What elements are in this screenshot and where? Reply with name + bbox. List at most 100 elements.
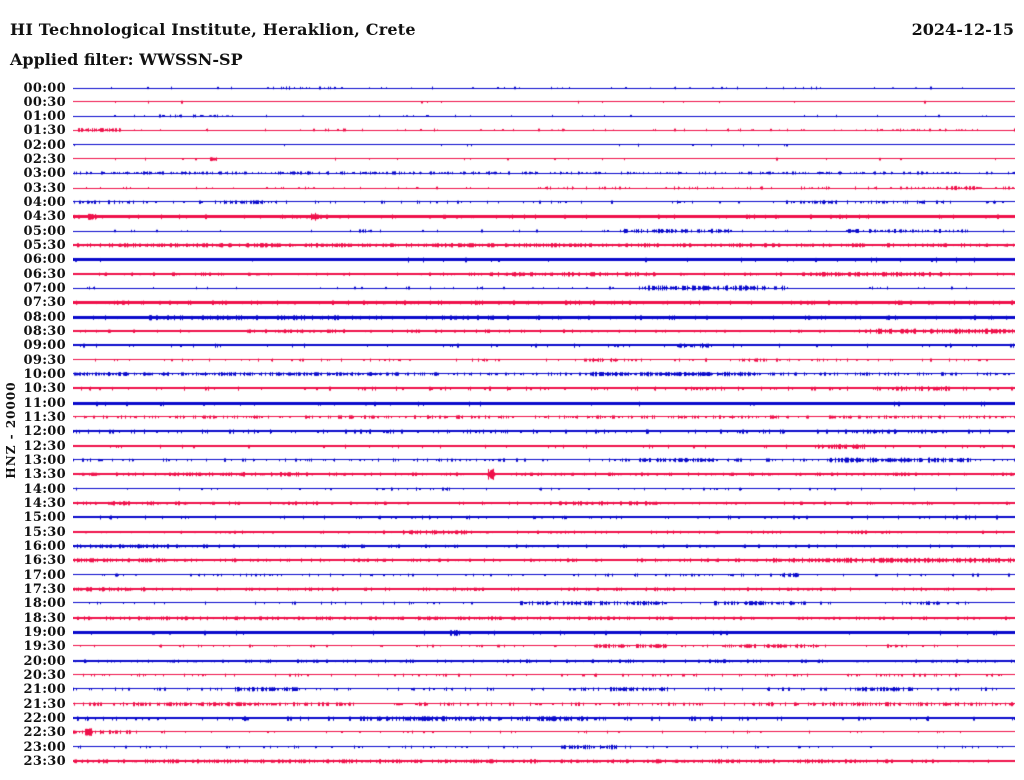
trace-waveform — [73, 367, 1015, 383]
trace-row: 03:00 — [0, 166, 1024, 182]
trace-row: 04:00 — [0, 195, 1024, 211]
trace-waveform — [73, 668, 1015, 684]
trace-waveform — [73, 381, 1015, 397]
trace-row: 07:00 — [0, 281, 1024, 297]
trace-waveform — [73, 567, 1015, 583]
trace-time-label: 09:30 — [23, 352, 66, 368]
trace-time-label: 22:30 — [23, 725, 66, 741]
trace-waveform — [73, 195, 1015, 211]
trace-time-label: 08:00 — [23, 309, 66, 325]
trace-row: 18:30 — [0, 610, 1024, 626]
trace-time-label: 16:00 — [23, 539, 66, 555]
trace-row: 03:30 — [0, 180, 1024, 196]
trace-waveform — [73, 610, 1015, 626]
trace-waveform — [73, 80, 1015, 96]
trace-row: 20:30 — [0, 668, 1024, 684]
trace-row: 19:30 — [0, 639, 1024, 655]
trace-row: 13:30 — [0, 467, 1024, 483]
trace-row: 20:00 — [0, 653, 1024, 669]
trace-waveform — [73, 424, 1015, 440]
trace-waveform — [73, 352, 1015, 368]
trace-row: 08:30 — [0, 324, 1024, 340]
trace-waveform — [73, 625, 1015, 641]
trace-row: 01:30 — [0, 123, 1024, 139]
trace-waveform — [73, 467, 1015, 483]
trace-time-label: 14:30 — [23, 496, 66, 512]
trace-time-label: 03:00 — [23, 166, 66, 182]
trace-waveform — [73, 453, 1015, 469]
trace-time-label: 06:00 — [23, 252, 66, 268]
trace-time-label: 12:30 — [23, 438, 66, 454]
trace-time-label: 06:30 — [23, 266, 66, 282]
trace-time-label: 05:30 — [23, 238, 66, 254]
trace-time-label: 17:30 — [23, 582, 66, 598]
trace-row: 15:30 — [0, 524, 1024, 540]
trace-time-label: 15:00 — [23, 510, 66, 526]
trace-waveform — [73, 180, 1015, 196]
trace-time-label: 04:00 — [23, 195, 66, 211]
trace-waveform — [73, 524, 1015, 540]
trace-row: 01:00 — [0, 109, 1024, 125]
trace-waveform — [73, 94, 1015, 110]
trace-waveform — [73, 223, 1015, 239]
trace-row: 23:00 — [0, 739, 1024, 755]
trace-row: 09:00 — [0, 338, 1024, 354]
trace-waveform — [73, 338, 1015, 354]
trace-row: 11:00 — [0, 395, 1024, 411]
trace-row: 05:30 — [0, 238, 1024, 254]
trace-time-label: 07:00 — [23, 281, 66, 297]
trace-row: 18:00 — [0, 596, 1024, 612]
trace-waveform — [73, 496, 1015, 512]
trace-time-label: 01:00 — [23, 109, 66, 125]
trace-time-label: 23:00 — [23, 739, 66, 755]
trace-row: 23:30 — [0, 754, 1024, 769]
trace-waveform — [73, 410, 1015, 426]
trace-time-label: 15:30 — [23, 524, 66, 540]
trace-waveform — [73, 152, 1015, 168]
trace-waveform — [73, 395, 1015, 411]
trace-row: 14:00 — [0, 481, 1024, 497]
trace-row: 15:00 — [0, 510, 1024, 526]
trace-time-label: 18:30 — [23, 610, 66, 626]
trace-time-label: 05:00 — [23, 223, 66, 239]
date-label: 2024-12-15 — [911, 20, 1014, 39]
trace-waveform — [73, 137, 1015, 153]
trace-waveform — [73, 309, 1015, 325]
trace-waveform — [73, 539, 1015, 555]
trace-time-label: 00:00 — [23, 80, 66, 96]
trace-time-label: 02:30 — [23, 152, 66, 168]
trace-time-label: 19:30 — [23, 639, 66, 655]
trace-time-label: 03:30 — [23, 180, 66, 196]
trace-time-label: 21:30 — [23, 696, 66, 712]
trace-row: 17:30 — [0, 582, 1024, 598]
trace-row: 16:00 — [0, 539, 1024, 555]
trace-time-label: 14:00 — [23, 481, 66, 497]
trace-row: 13:00 — [0, 453, 1024, 469]
trace-time-label: 10:00 — [23, 367, 66, 383]
trace-row: 12:00 — [0, 424, 1024, 440]
trace-time-label: 17:00 — [23, 567, 66, 583]
trace-time-label: 18:00 — [23, 596, 66, 612]
trace-time-label: 13:00 — [23, 453, 66, 469]
trace-time-label: 00:30 — [23, 94, 66, 110]
trace-time-label: 09:00 — [23, 338, 66, 354]
trace-waveform — [73, 266, 1015, 282]
trace-time-label: 01:30 — [23, 123, 66, 139]
trace-row: 22:00 — [0, 711, 1024, 727]
trace-waveform — [73, 238, 1015, 254]
trace-time-label: 23:30 — [23, 754, 66, 769]
trace-row: 10:00 — [0, 367, 1024, 383]
trace-row: 02:00 — [0, 137, 1024, 153]
trace-row: 11:30 — [0, 410, 1024, 426]
trace-waveform — [73, 324, 1015, 340]
trace-time-label: 11:00 — [23, 395, 66, 411]
trace-time-label: 07:30 — [23, 295, 66, 311]
trace-waveform — [73, 295, 1015, 311]
trace-row: 12:30 — [0, 438, 1024, 454]
trace-row: 21:00 — [0, 682, 1024, 698]
trace-row: 07:30 — [0, 295, 1024, 311]
trace-row: 14:30 — [0, 496, 1024, 512]
trace-time-label: 02:00 — [23, 137, 66, 153]
trace-time-label: 21:00 — [23, 682, 66, 698]
